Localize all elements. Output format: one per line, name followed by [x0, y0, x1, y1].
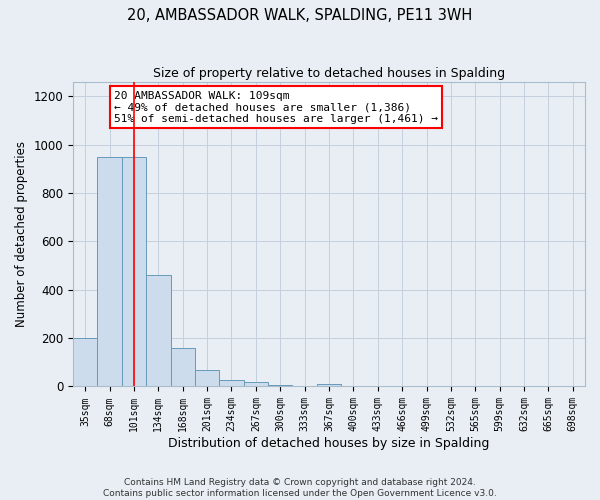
Bar — [146, 275, 170, 386]
Title: Size of property relative to detached houses in Spalding: Size of property relative to detached ho… — [153, 68, 505, 80]
Bar — [220, 380, 244, 386]
Bar — [73, 338, 97, 386]
Text: 20, AMBASSADOR WALK, SPALDING, PE11 3WH: 20, AMBASSADOR WALK, SPALDING, PE11 3WH — [127, 8, 473, 22]
Bar — [97, 156, 122, 386]
Bar — [268, 384, 292, 386]
Bar — [317, 384, 341, 386]
Bar — [122, 156, 146, 386]
Text: Contains HM Land Registry data © Crown copyright and database right 2024.
Contai: Contains HM Land Registry data © Crown c… — [103, 478, 497, 498]
Bar — [195, 370, 220, 386]
Bar — [244, 382, 268, 386]
Text: 20 AMBASSADOR WALK: 109sqm
← 49% of detached houses are smaller (1,386)
51% of s: 20 AMBASSADOR WALK: 109sqm ← 49% of deta… — [114, 91, 438, 124]
X-axis label: Distribution of detached houses by size in Spalding: Distribution of detached houses by size … — [169, 437, 490, 450]
Bar — [170, 348, 195, 387]
Y-axis label: Number of detached properties: Number of detached properties — [15, 141, 28, 327]
